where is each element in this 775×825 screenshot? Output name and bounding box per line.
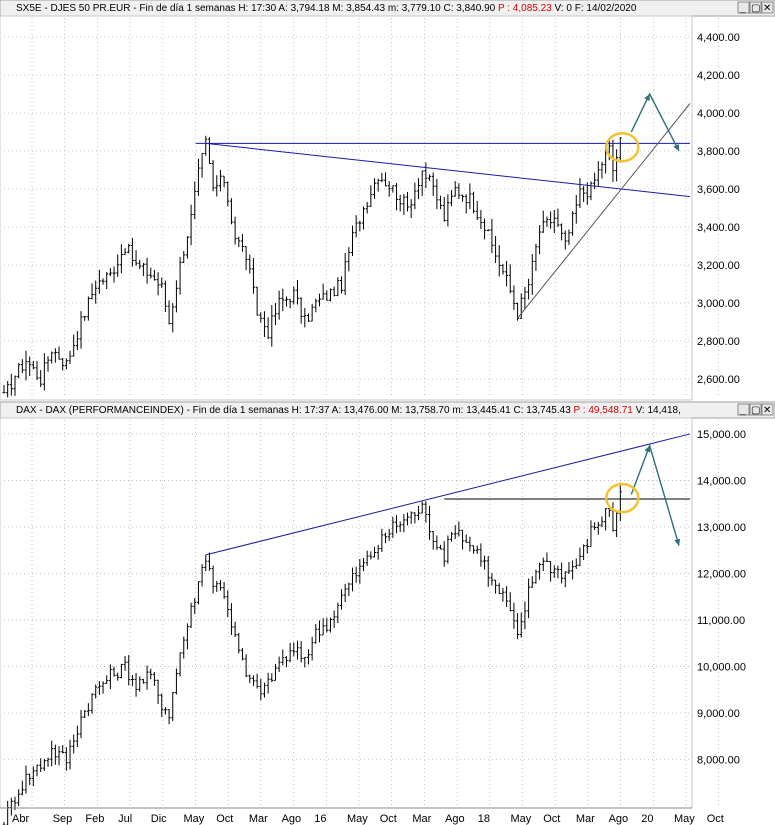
header-field: A: 3,794.18	[276, 3, 330, 14]
panel-sx5e: SX5E - DJES 50 PR.EUR - Fin de día 1 sem…	[0, 0, 775, 401]
header-field: H: 17:37	[289, 405, 330, 416]
y-tick-label: 8,000.00	[697, 754, 740, 766]
y-tick-label: 11,000.00	[697, 615, 745, 627]
x-tick-label: Oct	[216, 813, 233, 825]
y-tick-label: 10,000.00	[697, 661, 746, 673]
x-tick-label: Oct	[543, 813, 560, 825]
arrow-head-down-icon	[674, 538, 681, 546]
panel-dax: DAX - DAX (PERFORMANCEINDEX) - Fin de dí…	[0, 401, 775, 809]
panel-sx5e-window-buttons: _ ▢ ✕	[737, 1, 774, 14]
y-tick-label: 3,200.00	[697, 260, 740, 272]
header-field: H: 17:30	[236, 3, 277, 14]
x-tick-label: Ago	[282, 813, 302, 825]
header-field: P : 49,548.71	[571, 405, 634, 416]
rising-trendline	[205, 433, 691, 556]
x-tick-label: Mar	[576, 813, 595, 825]
panel-title: DAX - DAX (PERFORMANCEINDEX) - Fin de dí…	[16, 405, 289, 416]
y-tick-label: 12,000.00	[697, 568, 746, 580]
x-tick-label: May	[184, 813, 205, 825]
panel-dax-window-buttons: _ ▢ ✕	[737, 403, 774, 416]
y-tick-label: 3,800.00	[697, 146, 740, 158]
y-tick-label: 3,000.00	[697, 298, 740, 310]
y-tick-label: 15,000.00	[697, 429, 746, 441]
panel-sx5e-plot-area	[0, 15, 693, 401]
header-field: A: 13,476.00	[329, 405, 388, 416]
header-field: P : 4,085.23	[495, 3, 552, 14]
x-tick-label: Mar	[249, 813, 268, 825]
x-tick-label: Oct	[707, 813, 724, 825]
arrow-head-down-icon	[673, 144, 679, 151]
y-tick-label: 3,400.00	[697, 222, 740, 234]
panel-sx5e-minimize-button[interactable]	[737, 1, 750, 14]
x-tick-label: May	[674, 813, 695, 825]
y-tick-label: 13,000.00	[697, 522, 746, 534]
panel-dax-minimize-icon: _	[739, 405, 746, 416]
panel-dax-restore-button[interactable]	[749, 403, 762, 416]
y-tick-label: 4,000.00	[697, 108, 740, 120]
panel-dax-close-icon: ✕	[763, 405, 771, 416]
x-tick-label: Oct	[380, 813, 397, 825]
x-tick-label: Abr	[12, 813, 29, 825]
x-tick-label: 20	[641, 813, 653, 825]
header-field: m: 13,445.41	[450, 405, 512, 416]
x-tick-label: May	[511, 813, 532, 825]
highlight-circle	[605, 482, 640, 514]
arrow-head-up-icon	[644, 445, 651, 453]
panel-dax-minimize-button[interactable]	[737, 403, 750, 416]
panel-sx5e-header: SX5E - DJES 50 PR.EUR - Fin de día 1 sem…	[16, 3, 637, 14]
x-tick-label: Feb	[85, 813, 104, 825]
arrow-head-up-icon	[644, 94, 650, 101]
x-tick-label: Dic	[151, 813, 167, 825]
x-tick-label: May	[347, 813, 368, 825]
x-tick-label: 16	[314, 813, 326, 825]
header-field: V: 14,418,	[633, 405, 681, 416]
header-field: M: 3,854.43	[330, 3, 386, 14]
y-tick-label: 4,200.00	[697, 70, 740, 82]
header-field: V: 0	[552, 3, 573, 14]
panel-dax-close-button[interactable]	[761, 403, 774, 416]
panel-dax-header: DAX - DAX (PERFORMANCEINDEX) - Fin de dí…	[16, 405, 681, 416]
ascending-support-line	[517, 103, 691, 319]
y-tick-label: 3,600.00	[697, 184, 740, 196]
y-tick-label: 2,800.00	[697, 336, 740, 348]
panel-sx5e-restore-icon: ▢	[751, 3, 760, 14]
y-tick-label: 4,400.00	[697, 32, 740, 44]
panel-sx5e-minimize-icon: _	[739, 3, 746, 14]
panel-title: SX5E - DJES 50 PR.EUR - Fin de día 1 sem…	[16, 3, 236, 14]
panel-dax-restore-icon: ▢	[751, 405, 760, 416]
header-field: C: 13,745.43	[511, 405, 571, 416]
x-tick-label: Sep	[53, 813, 73, 825]
y-tick-label: 2,600.00	[697, 374, 740, 386]
x-tick-label: 18	[478, 813, 490, 825]
header-field: C: 3,840.90	[441, 3, 496, 14]
y-tick-label: 14,000.00	[697, 475, 746, 487]
highlight-circle	[605, 131, 640, 163]
x-tick-label: Ago	[445, 813, 465, 825]
x-tick-label: Ago	[609, 813, 629, 825]
header-field: M: 13,758.70	[388, 405, 450, 416]
x-tick-label: Mar	[412, 813, 431, 825]
panel-sx5e-restore-button[interactable]	[749, 1, 762, 14]
panel-sx5e-close-icon: ✕	[763, 3, 771, 14]
header-field: F: 14/02/2020	[572, 3, 637, 14]
descending-trendline	[205, 142, 691, 198]
x-tick-label: Jul	[118, 813, 132, 825]
panel-sx5e-close-button[interactable]	[761, 1, 774, 14]
y-tick-label: 9,000.00	[697, 708, 740, 720]
header-field: m: 3,779.10	[385, 3, 441, 14]
